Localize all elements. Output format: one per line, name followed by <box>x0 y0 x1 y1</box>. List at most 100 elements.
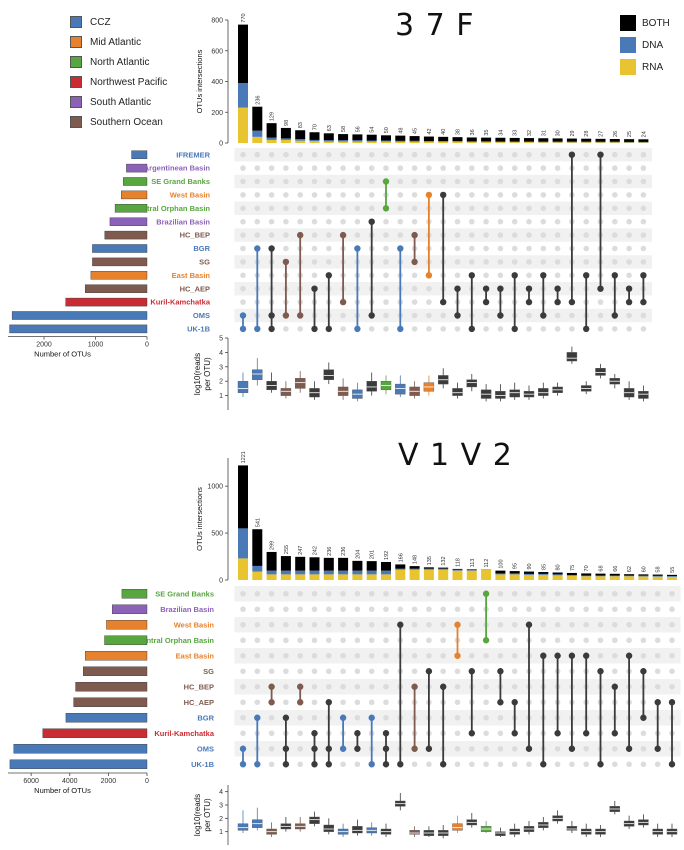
matrix-dot-empty <box>283 151 289 158</box>
matrix-dot-empty <box>640 326 647 332</box>
matrix-dot-empty <box>311 652 318 659</box>
matrix-dot-empty <box>483 745 489 752</box>
bar-segment-dna <box>524 573 534 575</box>
set-size-bar <box>65 297 148 307</box>
matrix-dot-active <box>568 298 576 306</box>
matrix-dot-empty <box>426 312 432 319</box>
matrix-dot-empty <box>240 165 246 171</box>
bar-segment-both <box>366 134 377 141</box>
matrix-dot-empty <box>268 590 275 597</box>
matrix-dot-empty <box>440 165 447 171</box>
matrix-dot-active <box>397 325 404 333</box>
bar-value-label: 35 <box>484 129 490 135</box>
matrix-dot-empty <box>654 683 661 690</box>
matrix-dot-empty <box>454 730 461 737</box>
matrix-dot-empty <box>397 232 404 238</box>
matrix-dot-empty <box>511 259 518 265</box>
bar-segment-dna <box>395 140 406 142</box>
bar-segment-rna <box>538 142 549 143</box>
matrix-dot-empty <box>626 259 632 265</box>
matrix-dot-active <box>382 205 390 212</box>
y-tick-label: 400 <box>211 79 223 86</box>
bar-value-label: 541 <box>255 518 261 527</box>
matrix-dot-empty <box>583 745 589 752</box>
legend-label: CCZ <box>90 16 111 28</box>
matrix-dot-active <box>268 245 275 252</box>
matrix-dot-active <box>411 258 418 266</box>
matrix-dot-empty <box>397 151 404 158</box>
matrix-dot-empty <box>540 232 547 238</box>
matrix-dot-empty <box>469 165 475 171</box>
bar-segment-both <box>609 139 620 142</box>
bar-segment-rna <box>667 576 677 580</box>
box-body <box>409 830 420 835</box>
matrix-dot-empty <box>283 590 289 597</box>
bar-segment-both <box>280 127 291 139</box>
matrix-dot-empty <box>469 606 475 613</box>
legend-item: CCZ <box>70 12 167 32</box>
bar-segment-rna <box>595 576 606 580</box>
type-legend-item: DNA <box>620 34 670 56</box>
set-size-bar <box>90 271 148 280</box>
matrix-dot-empty <box>454 745 461 752</box>
matrix-dot-empty <box>411 178 418 185</box>
matrix-dot-empty <box>526 205 532 212</box>
bar-segment-dna <box>667 576 677 577</box>
box-y-label-line: log10(reads <box>193 794 202 836</box>
matrix-dot-empty <box>583 245 589 252</box>
matrix-dot-empty <box>526 590 532 597</box>
matrix-dot-empty <box>311 165 318 171</box>
matrix-dot-active <box>254 761 261 768</box>
type-swatch-rna <box>620 59 636 75</box>
matrix-dot-empty <box>383 312 389 319</box>
set-label: UK-1B <box>191 760 215 769</box>
matrix-dot-empty <box>640 192 647 198</box>
bar-segment-dna <box>280 138 291 140</box>
matrix-dot-empty <box>368 151 375 158</box>
matrix-dot-active <box>254 714 261 721</box>
matrix-dot-empty <box>311 205 318 212</box>
matrix-dot-empty <box>254 165 261 171</box>
matrix-dot-empty <box>497 621 504 628</box>
bar-value-label: 58 <box>341 126 347 132</box>
set-size-x-label: Number of OTUs <box>34 786 91 795</box>
type-legend-label: BOTH <box>642 17 670 29</box>
matrix-dot-empty <box>626 637 632 644</box>
matrix-dot-empty <box>654 606 661 613</box>
matrix-dot-empty <box>654 761 661 768</box>
bar-segment-rna <box>652 576 663 580</box>
matrix-dot-empty <box>297 326 304 332</box>
matrix-dot-empty <box>326 218 332 225</box>
bar-segment-dna <box>409 140 420 142</box>
matrix-dot-active <box>468 272 475 279</box>
box-body <box>295 378 306 389</box>
matrix-dot-active <box>425 745 433 752</box>
matrix-dot-empty <box>497 192 504 198</box>
set-size-bar <box>106 620 148 630</box>
set-size-bar <box>126 163 148 173</box>
bar-segment-dna <box>466 141 477 143</box>
matrix-dot-empty <box>640 245 647 252</box>
bar-segment-both <box>667 574 677 577</box>
matrix-dot-empty <box>554 205 561 212</box>
matrix-dot-active <box>511 730 518 737</box>
matrix-dot-empty <box>612 590 618 597</box>
matrix-dot-empty <box>540 621 547 628</box>
legend-item: Northwest Pacific <box>70 72 167 92</box>
matrix-dot-empty <box>354 652 361 659</box>
matrix-dot-empty <box>397 205 404 212</box>
matrix-dot-empty <box>540 606 547 613</box>
bar-segment-dna <box>624 141 635 143</box>
matrix-dot-empty <box>254 606 261 613</box>
matrix-dot-empty <box>268 218 275 225</box>
matrix-dot-empty <box>297 205 304 212</box>
set-label: East Basin <box>172 271 211 280</box>
matrix-dot-empty <box>469 245 475 252</box>
bar-value-label: 129 <box>270 112 276 121</box>
matrix-dot-active <box>311 325 318 333</box>
bar-segment-both <box>395 135 406 141</box>
bar-segment-dna <box>452 569 463 571</box>
bar-segment-rna <box>366 141 377 143</box>
matrix-dot-active <box>239 312 247 319</box>
matrix-dot-empty <box>483 245 489 252</box>
